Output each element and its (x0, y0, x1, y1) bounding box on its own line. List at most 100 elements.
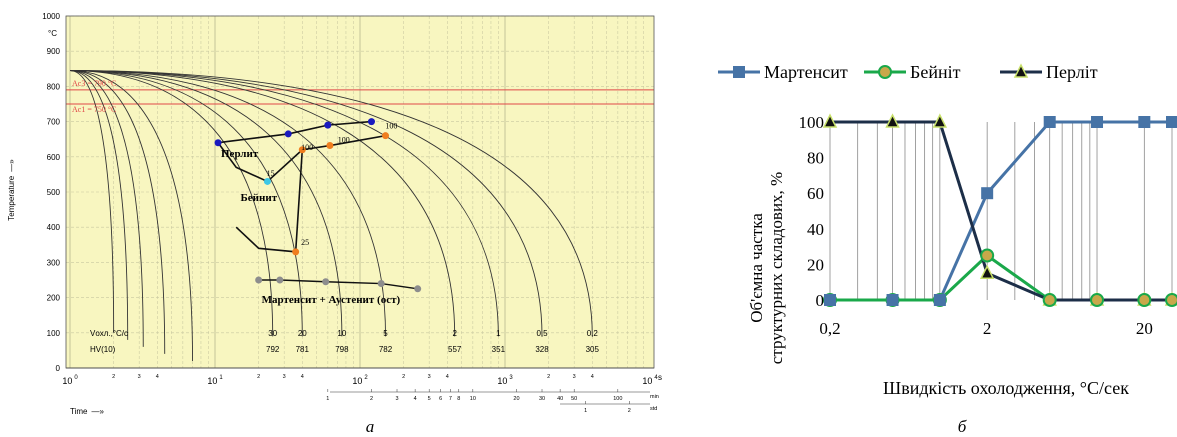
cct-xtick-base: 10 (497, 376, 507, 386)
cct-xminor-label: 2 (257, 374, 260, 380)
bainite-end-point (292, 248, 300, 256)
ac-line-label: Ac3 = 790 °C (72, 79, 116, 88)
cct-xlabel-arrow: —» (91, 407, 104, 416)
pearlite-start-point (214, 139, 222, 147)
series-line-square (830, 120, 1172, 302)
cct-ytick-label: 100 (47, 329, 61, 338)
ac-lines (66, 89, 654, 105)
cct-xtick-base: 10 (62, 376, 72, 386)
legend-label: Мартенсит (764, 62, 848, 82)
point-label: 25 (301, 238, 309, 247)
cct-xtick-exp: 0 (74, 375, 78, 381)
cct-xtick-exp: 4 (654, 375, 658, 381)
min-scale-label: 7 (449, 396, 452, 402)
cooling-rate-value: 0,2 (587, 329, 599, 338)
cct-xminor-label: 2 (112, 374, 115, 380)
cct-xtick-exp: 1 (219, 375, 223, 381)
hardness-value: 781 (296, 345, 310, 354)
cct-xminor-label: 3 (573, 374, 576, 380)
point-label: 100 (385, 122, 397, 131)
martensite-point (377, 280, 385, 288)
min-scale-label: 5 (428, 396, 431, 402)
martensite-point (255, 276, 263, 284)
std-scale-unit: std (650, 406, 657, 412)
cct-ytick-label: 300 (47, 258, 61, 267)
cct-xtick-base: 10 (352, 376, 362, 386)
cct-ytick-label: 500 (47, 188, 61, 197)
cooling-curves (69, 70, 593, 361)
min-scale-label: 100 (613, 396, 622, 402)
cct-ylabel: Temperature —» (7, 159, 16, 221)
legend-label: Перліт (1046, 62, 1098, 82)
cooling-curve (69, 70, 343, 337)
cooling-curve (69, 70, 386, 337)
pearlite-start-point (367, 118, 375, 126)
cct-xunit: s (658, 373, 662, 382)
hardness-value: 782 (379, 345, 393, 354)
cooling-curve (69, 70, 593, 337)
fraction-ylabel-line2: структурних складових, % (767, 172, 786, 364)
pearlite-end-point (382, 132, 390, 140)
pearlite-marker (932, 113, 948, 128)
cct-ytick-label: 1000 (42, 12, 60, 21)
cct-ylabel-text: Temperature (7, 175, 16, 220)
cct-ytick-label: 700 (47, 118, 61, 127)
cooling-rate-value: 0,5 (536, 329, 548, 338)
fraction-labels: 0 20 40 60 80 100 0,2 2 20 Швидкість охолодження,… (718, 62, 1153, 398)
min-scale-label: 10 (470, 396, 476, 402)
cct-labels: 01002003004005006007008009001000°CTemper… (7, 12, 662, 416)
cct-xtick-label: 10 0 (62, 375, 78, 386)
bainite-start-line (217, 142, 303, 183)
bainite-point (263, 177, 271, 185)
cct-xtick-exp: 2 (364, 375, 368, 381)
cooling-curve (69, 70, 274, 337)
region-pearlite: Перлит (221, 148, 259, 160)
legend-marker-pearlite (1013, 63, 1029, 78)
min-scale-label: 1 (326, 396, 329, 402)
cct-xminor-label: 4 (301, 374, 304, 380)
cct-xminor-label: 4 (446, 374, 449, 380)
cct-xtick-label: 10 4 (642, 375, 658, 386)
cct-xtick-base: 10 (642, 376, 652, 386)
hardness-value: 798 (335, 345, 349, 354)
transformation-lines (214, 118, 422, 293)
pearlite-start-point (324, 121, 332, 129)
hardness-value: 328 (535, 345, 549, 354)
bainite-marker (1165, 293, 1177, 307)
martensite-marker (1166, 116, 1177, 128)
cooling-rate-value: 5 (383, 329, 388, 338)
min-scale-label: 30 (539, 396, 545, 402)
cct-xminor-label: 3 (283, 374, 286, 380)
cct-xtick-label: 10 1 (207, 375, 223, 386)
cooling-rate-value: 30 (268, 329, 277, 338)
cct-ytick-label: 200 (47, 294, 61, 303)
fraction-series (822, 113, 1177, 307)
cooling-curve (69, 70, 129, 340)
cct-xlabel: Time —» (70, 407, 104, 416)
hardness-value: 351 (492, 345, 506, 354)
cooling-rate-label: Vохл.,°C/c (90, 329, 128, 338)
min-scale-label: 40 (557, 396, 563, 402)
fraction-xtick-label: 0,2 (819, 319, 840, 338)
min-scale-label: 50 (571, 396, 577, 402)
cct-xtick-label: 10 3 (497, 375, 513, 386)
bainite-marker (1137, 293, 1152, 307)
region-bainite: Бейнит (241, 192, 278, 204)
martensite-point (322, 278, 330, 286)
bainite-marker (1090, 293, 1105, 307)
martensite-point (276, 276, 284, 284)
min-scale-label: 6 (439, 396, 442, 402)
pearlite-end-point (298, 146, 306, 154)
cct-xminor-label: 3 (428, 374, 431, 380)
min-scale-label: 20 (513, 396, 519, 402)
pearlite-marker (885, 113, 900, 128)
cooling-curve (69, 70, 499, 337)
fraction-ylabel: Об'ємна часткаструктурних складових, % (747, 172, 786, 364)
hardness-value: 305 (586, 345, 600, 354)
fraction-xlabel: Швидкість охолодження, °С/сек (883, 378, 1129, 398)
caption-b: б (958, 417, 967, 436)
pearlite-start-point (284, 130, 292, 138)
min-scale-label: 2 (370, 396, 373, 402)
cct-ytick-label: 400 (47, 223, 61, 232)
cooling-curve (69, 70, 303, 337)
